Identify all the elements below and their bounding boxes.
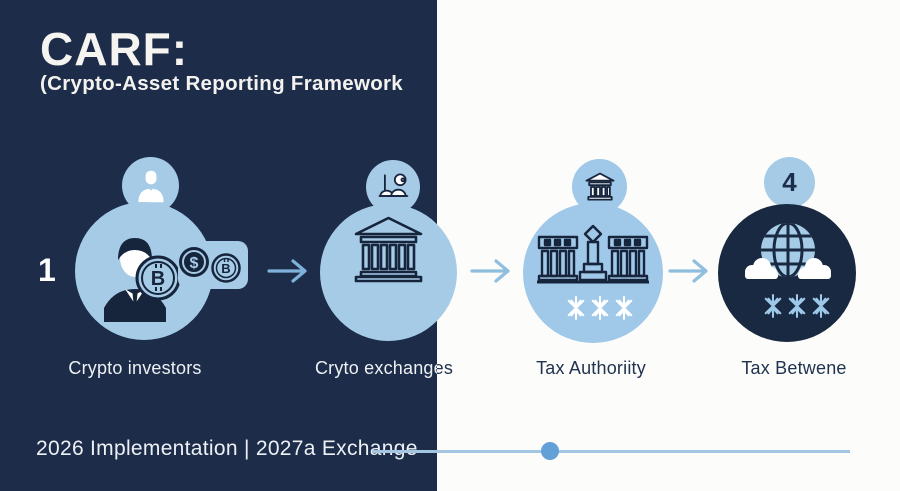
globe-with-clouds-icon	[736, 220, 840, 284]
step-3-label: Tax Authoriity	[536, 358, 646, 378]
bank-icon	[582, 169, 618, 205]
arrow-right-icon	[667, 257, 713, 285]
government-buildings-icon	[535, 224, 651, 292]
page-subtitle: (Crypto-Asset Reporting Framework	[40, 72, 404, 95]
dollar-glyph: $	[190, 255, 199, 272]
bitcoin-glyph: B	[151, 268, 165, 290]
step-4-number: 4	[782, 167, 797, 197]
person-icon	[133, 168, 169, 204]
step-1-label: Crypto investors	[68, 358, 202, 378]
step-2-badge	[366, 160, 420, 214]
step-4-badge: 4	[764, 157, 815, 208]
arrow-right-icon	[469, 257, 515, 285]
bitcoin-glyph: B	[221, 261, 230, 276]
timeline-text: 2026 Implementation | 2027a Exchange	[36, 437, 418, 460]
timeline-line	[372, 450, 850, 453]
step-2-label-light-part: Cryto exchanges	[314, 358, 454, 378]
step-2-label: Cryto exchanges Cryto exchanges	[304, 358, 464, 382]
step-2-label-dark-part: Cryto exchanges	[314, 358, 454, 378]
step-1-number: 1	[38, 252, 56, 288]
bitcoin-coin-icon: B	[134, 254, 182, 302]
snowflakes-icon	[763, 292, 830, 320]
step-4-label: Tax Betwene	[741, 358, 847, 378]
arrow-right-icon	[266, 257, 312, 285]
page-title: CARF:	[40, 23, 189, 75]
bank-icon	[351, 216, 426, 283]
timeline-dot	[541, 442, 559, 460]
currency-card-icon: $ B	[176, 237, 250, 291]
person-at-laptop-icon	[375, 169, 411, 205]
snowflakes-icon	[566, 294, 633, 322]
